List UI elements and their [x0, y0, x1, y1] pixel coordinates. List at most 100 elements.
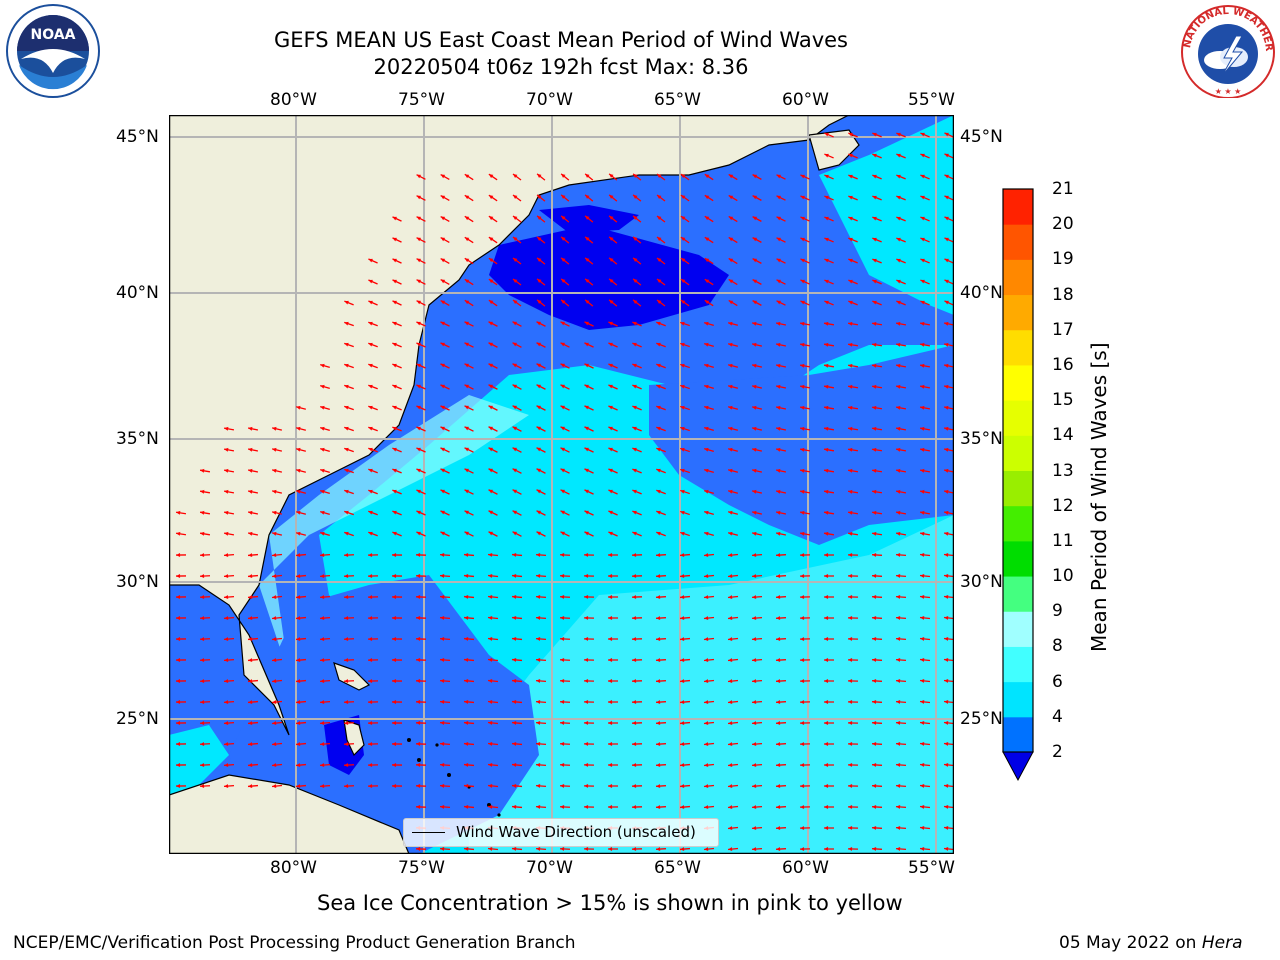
wave-direction-arrowhead [200, 574, 205, 578]
wave-direction-arrowhead [296, 447, 301, 452]
wave-direction-arrowhead [296, 595, 301, 600]
wave-direction-arrowhead [704, 531, 709, 536]
wave-direction-arrowhead [896, 321, 901, 326]
wave-direction-arrowhead [200, 679, 205, 683]
wave-direction-arrowhead [440, 783, 445, 788]
colorbar-band [1003, 611, 1033, 647]
wave-direction-arrowhead [584, 553, 589, 557]
wave-direction-arrowhead [464, 804, 469, 809]
wave-direction-arrowhead [680, 763, 685, 768]
wave-direction-arrowhead [872, 741, 877, 746]
wave-direction-arrowhead [632, 721, 637, 725]
wave-direction-arrowhead [656, 342, 661, 347]
wave-direction-arrowhead [944, 300, 949, 305]
wave-direction-arrowhead [728, 595, 733, 600]
wave-direction-arrowhead [944, 615, 949, 620]
lat-label-left-45n: 45°N [116, 127, 159, 147]
wave-direction-arrowhead [920, 741, 925, 746]
wave-direction-arrowhead [368, 531, 373, 536]
wave-direction-arrowhead [392, 279, 397, 284]
wave-direction-arrowhead [368, 637, 373, 641]
wave-direction-arrowhead [776, 574, 781, 579]
wave-direction-arrowhead [800, 847, 805, 851]
wave-direction-arrowhead [344, 721, 349, 726]
wave-direction-arrowhead [872, 552, 877, 557]
wave-direction-arrowhead [752, 574, 757, 579]
wave-direction-arrowhead [584, 342, 589, 347]
wave-direction-arrowhead [368, 658, 373, 662]
wave-direction-arrowhead [704, 553, 709, 558]
wave-direction-arrowhead [608, 489, 613, 494]
wave-direction-arrowhead [248, 595, 253, 600]
wave-direction-arrowhead [776, 216, 782, 221]
wave-direction-arrowhead [344, 531, 349, 536]
wave-direction-arrowhead [824, 174, 829, 179]
wave-direction-arrowhead [537, 278, 542, 283]
wave-direction-arrowhead [608, 616, 613, 620]
wave-direction-arrowhead [536, 804, 541, 809]
wave-direction-arrowhead [728, 300, 734, 305]
wave-direction-arrowhead [536, 846, 541, 851]
wave-direction-arrowhead [560, 489, 566, 494]
wave-direction-arrowhead [728, 447, 733, 452]
wave-direction-arrowhead [632, 742, 637, 746]
wave-direction-arrowhead [536, 594, 541, 599]
wave-direction-arrowhead [848, 342, 853, 347]
wave-direction-arrowhead [512, 762, 517, 767]
wave-direction-arrowhead [632, 363, 637, 368]
wave-direction-arrowhead [344, 384, 349, 389]
wave-direction-arrowhead [320, 384, 325, 389]
wave-direction-arrowhead [296, 405, 301, 410]
wave-direction-arrowhead [512, 699, 517, 704]
wave-direction-arrowhead [200, 595, 205, 599]
wave-direction-arrowhead [800, 237, 805, 242]
wave-direction-arrowhead [512, 279, 518, 284]
wave-direction-arrowhead [632, 658, 637, 662]
wave-direction-arrowhead [440, 363, 445, 368]
wave-direction-arrowhead [920, 195, 925, 200]
wave-direction-arrowhead [632, 405, 637, 410]
wave-direction-arrowhead [176, 784, 181, 788]
wave-direction-arrowhead [824, 426, 829, 431]
map-subtitle: 20220504 t06z 192h fcst Max: 8.36 [373, 55, 749, 79]
wave-direction-arrowhead [848, 574, 853, 578]
wave-direction-arrowhead [440, 237, 446, 242]
wave-direction-arrowhead [704, 763, 709, 768]
wave-direction-arrowhead [608, 468, 613, 473]
wave-direction-arrowhead [512, 741, 517, 746]
wave-direction-arrowhead [585, 299, 590, 304]
wave-direction-arrowhead [560, 762, 565, 767]
wave-direction-arrowhead [920, 636, 925, 641]
wave-direction-arrowhead [680, 742, 685, 747]
wave-direction-arrowhead [488, 447, 494, 452]
wave-direction-arrowhead [440, 342, 445, 347]
lon-label-bottom-60w: 60°W [782, 858, 829, 878]
wave-direction-arrowhead [776, 826, 781, 831]
wave-direction-arrowhead [800, 784, 805, 788]
wave-direction-arrowhead [920, 720, 925, 725]
wave-direction-arrowhead [800, 405, 805, 410]
wave-direction-arrowhead [920, 258, 925, 263]
wave-direction-arrowhead [512, 468, 518, 473]
colorbar-tick-label: 21 [1052, 179, 1074, 199]
wave-direction-arrowhead [560, 405, 566, 410]
wave-direction-arrowhead [416, 721, 421, 725]
wave-direction-arrowhead [224, 637, 229, 642]
wave-direction-arrowhead [920, 174, 925, 179]
wave-direction-arrowhead [368, 321, 373, 326]
wave-direction-arrowhead [512, 447, 518, 452]
wave-direction-arrowhead [200, 742, 205, 746]
wave-direction-arrowhead [248, 489, 253, 494]
wave-direction-arrowhead [752, 679, 757, 684]
wave-direction-arrowhead [657, 278, 662, 283]
wave-direction-arrowhead [176, 616, 181, 620]
wave-direction-arrowhead [536, 615, 541, 620]
wave-direction-arrowhead [176, 553, 181, 557]
wave-direction-arrowhead [416, 531, 421, 536]
wave-direction-arrowhead [728, 805, 733, 810]
wave-direction-arrowhead [585, 194, 590, 199]
wave-direction-arrowhead [416, 784, 421, 788]
wave-direction-arrowhead [560, 531, 566, 536]
wave-direction-arrowhead [440, 216, 446, 221]
wave-direction-arrowhead [200, 763, 205, 767]
